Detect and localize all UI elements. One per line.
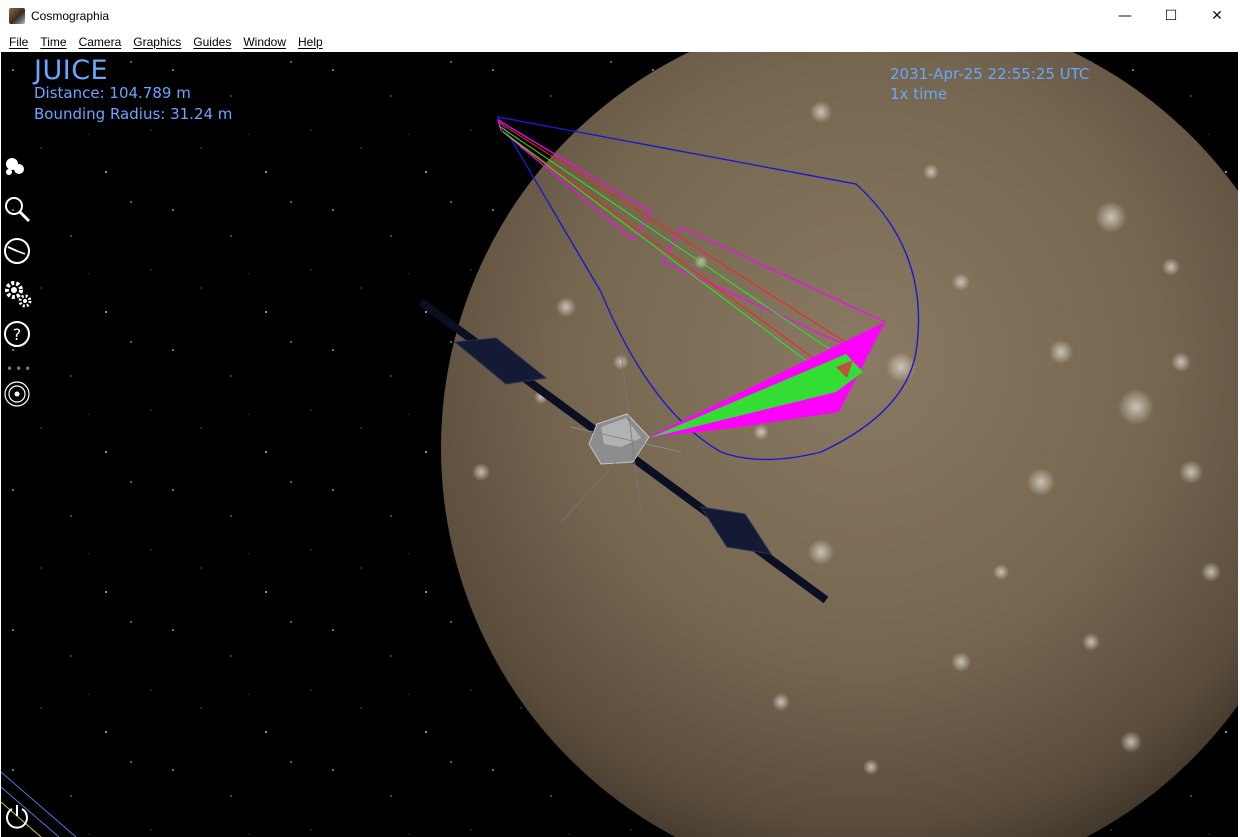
bounding-radius-readout: Bounding Radius: 31.24 m: [34, 105, 233, 123]
moon-body: [441, 52, 1238, 837]
window-title: Cosmographia: [31, 8, 110, 23]
3d-viewport[interactable]: JUICE Distance: 104.789 m Bounding Radiu…: [1, 52, 1238, 837]
minimize-button[interactable]: —: [1118, 7, 1132, 24]
menu-file[interactable]: File: [9, 34, 29, 49]
menu-graphics[interactable]: Graphics: [133, 34, 182, 49]
settings-icon[interactable]: [3, 279, 33, 309]
help-icon[interactable]: ?: [3, 320, 33, 350]
fov-magenta-fill: [647, 322, 885, 438]
fov-green-fill: [649, 354, 863, 438]
fov-outline-blue: [496, 116, 920, 461]
close-button[interactable]: ✕: [1211, 7, 1223, 24]
time-rate-readout: 1x time: [890, 85, 948, 103]
fov-footprints: [496, 116, 920, 461]
menu-camera[interactable]: Camera: [78, 34, 122, 49]
scene: [1, 52, 1238, 837]
spacecraft-model: [418, 298, 829, 604]
maximize-button[interactable]: ☐: [1164, 7, 1178, 24]
orbit-trace: [1, 771, 77, 837]
app-icon: [9, 7, 25, 24]
bodies-icon[interactable]: [3, 154, 33, 184]
orbit-icon[interactable]: [3, 380, 33, 410]
more-icon[interactable]: •••: [6, 362, 34, 376]
power-icon[interactable]: [3, 802, 33, 832]
menu-window[interactable]: Window: [243, 34, 287, 49]
object-name: JUICE: [34, 55, 109, 86]
svg-text:?: ?: [13, 325, 22, 344]
title-bar: Cosmographia — ☐ ✕: [0, 0, 1240, 31]
menu-time[interactable]: Time: [40, 34, 67, 49]
window-controls: — ☐ ✕: [1102, 0, 1240, 31]
menu-help[interactable]: Help: [298, 34, 323, 49]
time-icon[interactable]: [3, 237, 33, 267]
distance-readout: Distance: 104.789 m: [34, 84, 191, 102]
menu-guides[interactable]: Guides: [193, 34, 232, 49]
datetime-readout: 2031-Apr-25 22:55:25 UTC: [890, 65, 1090, 83]
menu-bar: File Time Camera Graphics Guides Window …: [0, 31, 1240, 52]
search-icon[interactable]: [3, 195, 33, 225]
